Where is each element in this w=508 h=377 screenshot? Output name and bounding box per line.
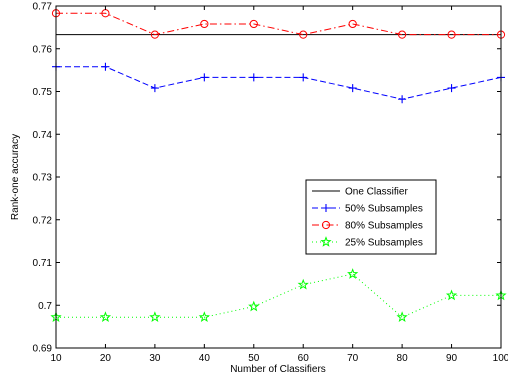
data-point (396, 311, 408, 323)
legend-entry: One Classifier (345, 187, 408, 198)
x-tick-label: 60 (298, 353, 310, 364)
series-lines (56, 12, 502, 318)
data-point (348, 19, 357, 29)
x-tick-label: 90 (446, 353, 458, 364)
y-axis-ticks: 0.69 0.7 0.71 0.72 0.73 0.74 0.75 0.76 0.77 (33, 2, 501, 355)
y-tick-label: 0.72 (33, 215, 53, 226)
data-point (149, 311, 161, 323)
x-tick-label: 20 (100, 353, 112, 364)
legend-box (305, 179, 437, 255)
x-axis-label: Number of Classifiers (230, 364, 326, 375)
series-line-2 (56, 12, 501, 36)
data-point (150, 30, 159, 39)
legend-marker (322, 204, 330, 212)
data-point (445, 289, 458, 301)
data-point (249, 19, 258, 29)
data-point (347, 268, 359, 279)
legend-marker (320, 236, 332, 247)
data-point (299, 30, 308, 39)
legend-entry: 50% Subsamples (345, 204, 423, 215)
data-point (99, 311, 112, 323)
data-point (150, 84, 159, 93)
legend-marker (321, 220, 331, 230)
x-tick-label: 80 (397, 353, 409, 364)
y-tick-label: 0.7 (38, 301, 52, 312)
series-line-1 (56, 66, 502, 100)
y-tick-label: 0.77 (33, 2, 53, 13)
legend: One Classifier 50% Subsamples 80% Subsampl… (305, 179, 437, 255)
data-point (398, 30, 407, 39)
x-axis-ticks: 10 20 30 40 50 60 70 80 90 100 (50, 6, 508, 364)
x-tick-label: 30 (149, 353, 161, 364)
data-point (249, 73, 258, 82)
x-tick-label: 100 (493, 353, 508, 364)
data-point (198, 311, 210, 323)
y-tick-label: 0.76 (33, 44, 53, 55)
data-point (200, 19, 209, 29)
y-axis-label: Rank-one accuracy (10, 134, 21, 220)
data-point (447, 30, 456, 39)
y-tick-label: 0.75 (33, 87, 53, 98)
data-point (200, 73, 209, 82)
data-point (101, 62, 110, 71)
series-line-3 (56, 273, 501, 318)
x-tick-label: 50 (248, 353, 260, 364)
data-point (398, 95, 407, 104)
y-tick-label: 0.71 (33, 258, 53, 269)
data-point (348, 84, 357, 93)
y-tick-label: 0.73 (33, 173, 53, 184)
data-point (297, 278, 309, 290)
data-point (447, 84, 456, 93)
x-tick-label: 70 (347, 353, 359, 364)
x-tick-label: 10 (50, 353, 62, 364)
data-point (248, 300, 260, 312)
legend-entry: 25% Subsamples (345, 238, 423, 249)
legend-entry: 80% Subsamples (345, 221, 423, 232)
y-tick-label: 0.74 (33, 130, 53, 141)
data-point (299, 73, 308, 82)
x-tick-label: 40 (199, 353, 211, 364)
y-tick-label: 0.69 (33, 344, 53, 355)
plot-area (56, 6, 501, 348)
